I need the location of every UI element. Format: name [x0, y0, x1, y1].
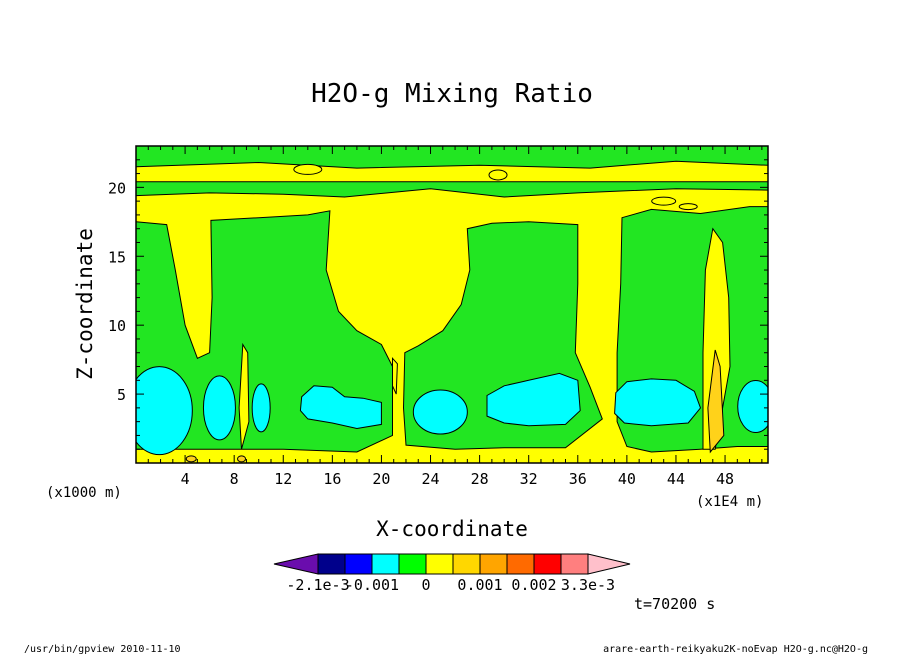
contour-cyan-cell	[136, 366, 193, 456]
contour-cyan-cell	[412, 389, 468, 435]
contour-gold-patch	[185, 455, 197, 463]
colorbar-swatch	[398, 553, 427, 575]
x-tick-label: 36	[569, 470, 587, 488]
colorbar-swatch	[317, 553, 346, 575]
y-unit-note: (x1000 m)	[46, 485, 122, 501]
contour-upper-band-2	[136, 181, 768, 198]
contour-cyan-cell	[202, 375, 236, 441]
contour-ring	[651, 196, 677, 206]
y-tick-label: 15	[108, 248, 126, 266]
time-label: t=70200 s	[634, 595, 715, 613]
x-tick-label: 8	[230, 470, 239, 488]
colorbar-swatch	[506, 553, 535, 575]
contour-layers	[136, 146, 768, 463]
colorbar-tick-label: 3.3e-3	[561, 576, 615, 594]
y-tick-label: 20	[108, 179, 126, 197]
x-tick-label: 4	[181, 470, 190, 488]
colorbar-swatch	[452, 553, 481, 575]
colorbar-arrow-low	[273, 553, 319, 575]
colorbar-swatch	[479, 553, 508, 575]
contour-cyan-cell	[486, 372, 581, 427]
x-tick-label: 40	[618, 470, 636, 488]
x-tick-label: 48	[716, 470, 734, 488]
colorbar-tick-label: 0.001	[457, 576, 502, 594]
contour-upper-band-1	[136, 146, 768, 169]
contour-cyan-cell	[251, 383, 271, 433]
x-tick-label: 28	[471, 470, 489, 488]
contour-yellow-finger-center	[392, 356, 398, 395]
contour-cyan-cell	[614, 378, 702, 427]
contour-yellow-finger-west	[238, 342, 250, 450]
contour-cyan-cell	[299, 385, 382, 430]
x-tick-label: 20	[372, 470, 390, 488]
colorbar-tick-label: 0.002	[511, 576, 556, 594]
contour-ring	[293, 163, 323, 175]
x-unit-note: (x1E4 m)	[696, 494, 763, 510]
contour-gold-patch	[237, 455, 247, 463]
x-axis-label: X-coordinate	[376, 517, 528, 541]
colorbar-swatch	[533, 553, 562, 575]
x-tick-label: 12	[274, 470, 292, 488]
x-tick-label: 16	[323, 470, 341, 488]
plot-area	[136, 146, 768, 463]
contour-ring	[678, 203, 698, 211]
colorbar-swatch	[425, 553, 454, 575]
contour-gold-plume-east	[707, 349, 725, 454]
y-tick-label: 5	[117, 386, 126, 404]
colorbar-labels: -2.1e-3-0.001 0 0.001 0.002 3.3e-3	[286, 576, 615, 594]
colorbar-tick-label: -2.1e-3	[286, 576, 349, 594]
colorbar-tick-label: -0.001	[345, 576, 399, 594]
colorbar	[273, 553, 631, 575]
footer-right: arare-earth-reikyaku2K-noEvap_H2O-g.nc@H…	[603, 644, 868, 654]
colorbar-swatch	[344, 553, 373, 575]
x-tick-label: 44	[667, 470, 685, 488]
y-axis-label: Z-coordinate	[73, 228, 97, 380]
x-tick-label: 32	[520, 470, 538, 488]
colorbar-swatch	[371, 553, 400, 575]
contour-cyan-cell	[737, 379, 768, 433]
contour-ring	[488, 169, 508, 181]
footer-left: /usr/bin/gpview 2010-11-10	[24, 644, 181, 654]
y-tick-label: 10	[108, 317, 126, 335]
colorbar-tick-label: 0	[421, 576, 430, 594]
colorbar-swatch	[560, 553, 589, 575]
colorbar-arrow-high	[587, 553, 631, 575]
chart-title: H2O-g Mixing Ratio	[311, 79, 593, 109]
x-tick-label: 24	[421, 470, 439, 488]
plot-frame	[135, 145, 769, 464]
